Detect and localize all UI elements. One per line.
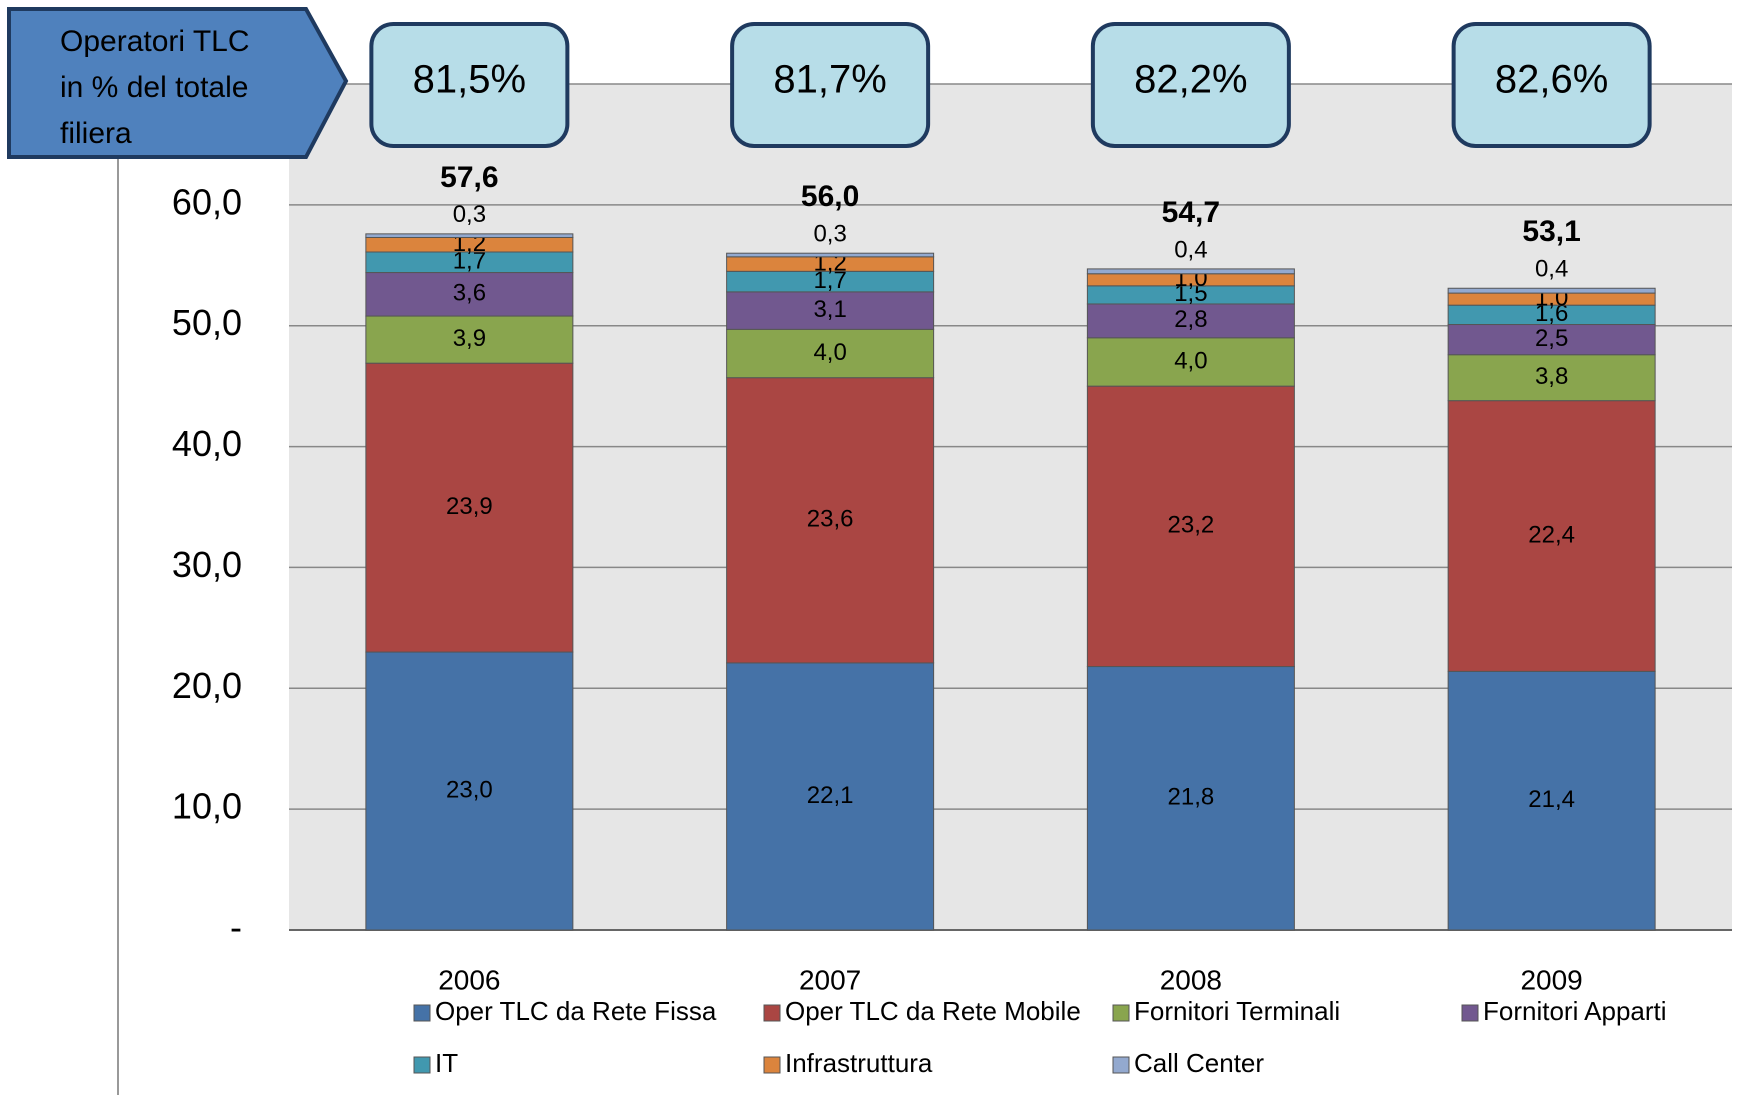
bar-segment — [726, 662, 935, 931]
bar-segment — [726, 252, 935, 258]
bar-segment — [1086, 666, 1295, 931]
data-label: 23,6 — [807, 506, 854, 533]
y-tick-label: 30,0 — [172, 544, 242, 585]
legend-label: Call Center — [1134, 1048, 1264, 1078]
legend-swatch — [1112, 1004, 1130, 1022]
share-label: 81,7% — [773, 58, 886, 102]
legend-label: IT — [435, 1048, 458, 1078]
legend-swatch — [1461, 1004, 1479, 1022]
share-box — [1451, 22, 1652, 148]
share-label: 82,2% — [1134, 58, 1247, 102]
data-label: 22,4 — [1528, 521, 1575, 548]
share-title: in % del totale — [60, 71, 248, 104]
data-label: 23,9 — [446, 493, 493, 520]
total-label: 57,6 — [440, 161, 498, 194]
bar-segment — [365, 315, 574, 364]
share-box — [1090, 22, 1291, 148]
y-tick-label: 40,0 — [172, 423, 242, 464]
data-label: 3,9 — [453, 325, 486, 352]
legend-swatch — [1112, 1056, 1130, 1074]
total-label: 53,1 — [1522, 215, 1580, 248]
bar-segment — [1086, 303, 1295, 339]
y-tick-label: 10,0 — [172, 786, 242, 827]
data-label: 0,4 — [1174, 236, 1207, 263]
legend-label: Oper TLC da Rete Mobile — [785, 996, 1081, 1026]
share-label: 82,6% — [1495, 58, 1608, 102]
x-tick-label: 2006 — [438, 964, 500, 995]
share-arrow — [7, 7, 349, 159]
bar-segment — [1086, 268, 1295, 275]
legend-label: Fornitori Apparti — [1483, 996, 1667, 1026]
total-label: 54,7 — [1162, 196, 1220, 229]
data-label: 2,5 — [1535, 325, 1568, 352]
y-tick-label: 60,0 — [172, 181, 242, 222]
bar-segment — [726, 291, 935, 330]
legend-label: Fornitori Terminali — [1134, 996, 1340, 1026]
data-label: 23,2 — [1168, 512, 1215, 539]
data-label: 3,8 — [1535, 363, 1568, 390]
share-box — [369, 22, 570, 148]
bar-segment — [726, 328, 935, 379]
bar-segment — [1447, 400, 1656, 672]
legend-label: Infrastruttura — [785, 1048, 933, 1078]
data-label: 4,0 — [1174, 347, 1207, 374]
bar-segment — [1447, 287, 1656, 294]
data-label: 3,6 — [453, 280, 486, 307]
legend-swatch — [413, 1056, 431, 1074]
y-tick-label: 50,0 — [172, 302, 242, 343]
bar-segment — [726, 377, 935, 664]
x-tick-label: 2007 — [799, 964, 861, 995]
data-label: 2,8 — [1174, 306, 1207, 333]
data-label: 22,1 — [807, 782, 854, 809]
y-tick-label: 20,0 — [172, 665, 242, 706]
bar-segment — [365, 362, 574, 653]
share-title: Operatori TLC — [60, 25, 250, 58]
data-label: 21,4 — [1528, 786, 1575, 813]
data-label: 0,4 — [1535, 256, 1568, 283]
data-label: 21,8 — [1168, 784, 1215, 811]
x-tick-label: 2008 — [1160, 964, 1222, 995]
data-label: 3,1 — [813, 296, 846, 323]
legend-swatch — [413, 1004, 431, 1022]
bar-segment — [1447, 670, 1656, 931]
share-label: 81,5% — [413, 58, 526, 102]
total-label: 56,0 — [801, 180, 859, 213]
share-title: filiera — [60, 117, 132, 150]
bar-segment — [1447, 324, 1656, 356]
data-label: 23,0 — [446, 776, 493, 803]
data-label: 0,3 — [453, 201, 486, 228]
y-tick-label: - — [230, 907, 242, 948]
legend-swatch — [763, 1056, 781, 1074]
legend-label: Oper TLC da Rete Fissa — [435, 996, 717, 1026]
bar-segment — [365, 651, 574, 931]
bar-segment — [1086, 337, 1295, 387]
share-box — [730, 22, 931, 148]
data-label: 0,3 — [813, 221, 846, 248]
x-tick-label: 2009 — [1520, 964, 1582, 995]
legend-swatch — [763, 1004, 781, 1022]
bar-segment — [1086, 385, 1295, 668]
bar-segment — [365, 272, 574, 317]
data-label: 4,0 — [813, 339, 846, 366]
bar-segment — [365, 233, 574, 238]
